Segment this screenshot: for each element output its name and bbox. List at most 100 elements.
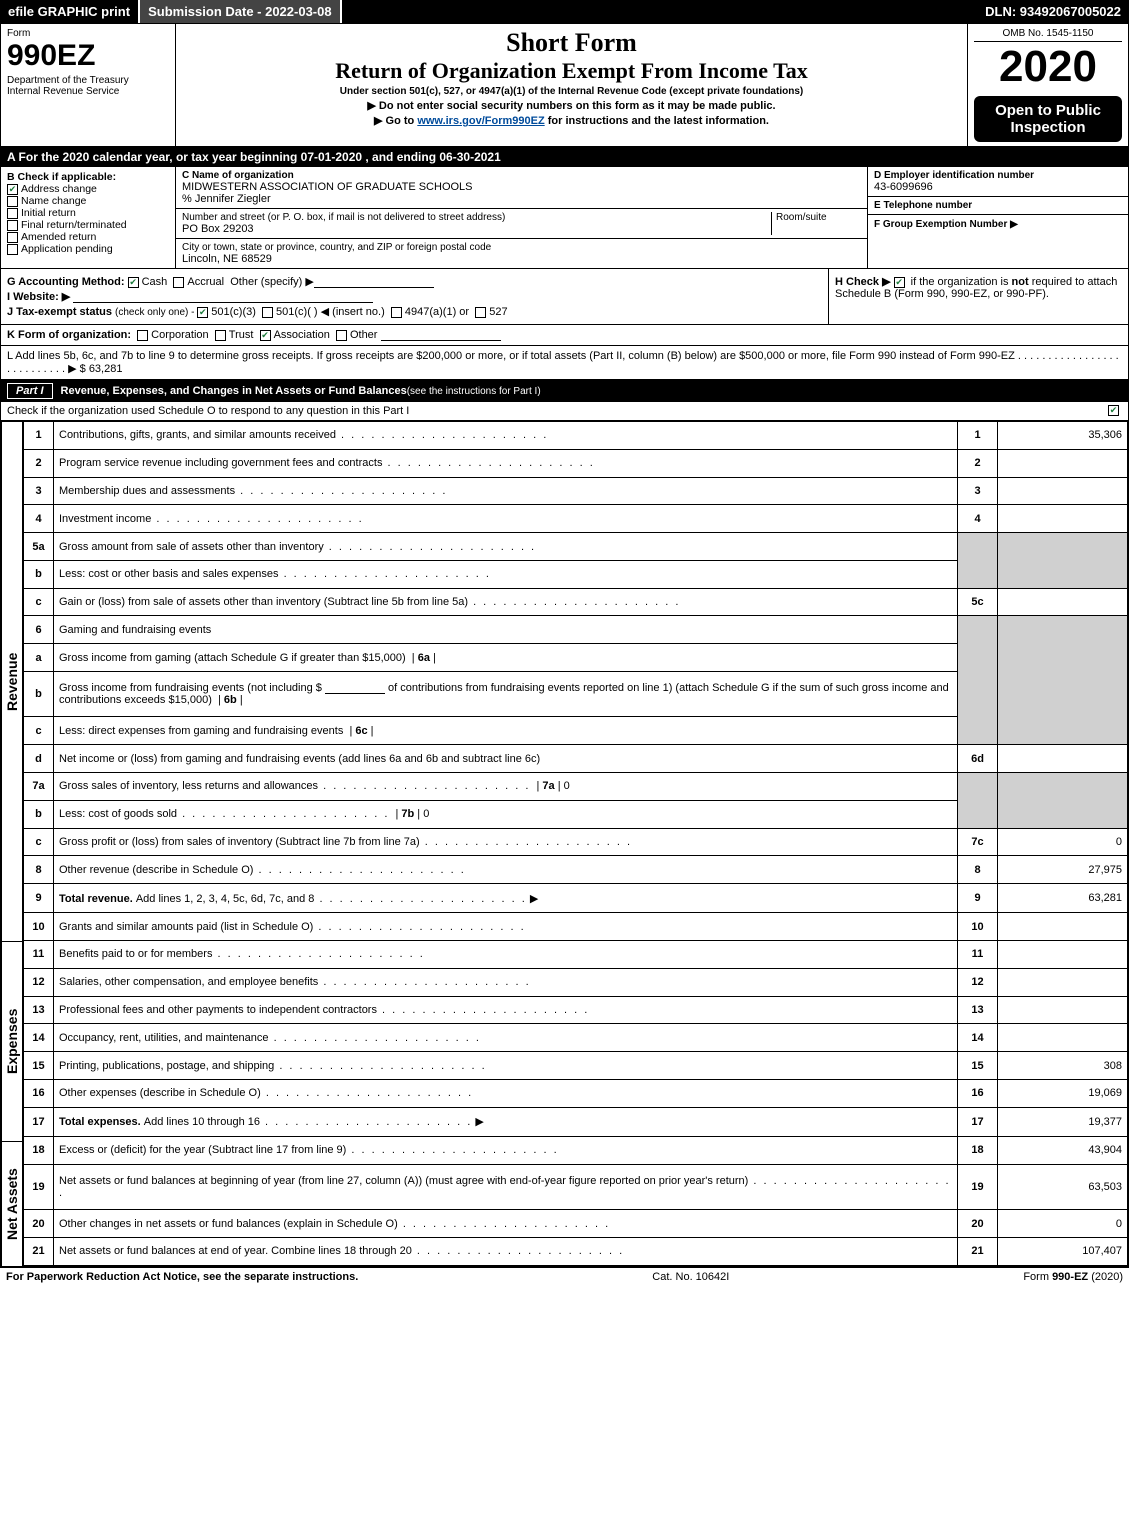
- table-row: 20Other changes in net assets or fund ba…: [24, 1210, 1128, 1238]
- topbar-spacer: [342, 0, 978, 23]
- l5a-desc: Gross amount from sale of assets other t…: [59, 541, 536, 553]
- k-assoc-label: Association: [274, 329, 330, 341]
- chk-amended[interactable]: Amended return: [7, 231, 169, 243]
- table-row: 3Membership dues and assessments3: [24, 477, 1128, 505]
- k-assoc-checkbox[interactable]: [260, 330, 271, 341]
- h-mid: if the organization is: [911, 276, 1012, 288]
- j-label: J Tax-exempt status: [7, 306, 115, 318]
- dln-label: DLN: 93492067005022: [977, 0, 1129, 23]
- l7b-inner-val: 0: [423, 808, 429, 820]
- l7b-inner-label: 7b: [401, 808, 414, 820]
- lines-table: 1Contributions, gifts, grants, and simil…: [23, 421, 1128, 1266]
- goto-line: ▶ Go to www.irs.gov/Form990EZ for instru…: [182, 114, 961, 127]
- page-footer: For Paperwork Reduction Act Notice, see …: [0, 1267, 1129, 1286]
- j-501c3-label: 501(c)(3): [211, 306, 256, 318]
- k-other-label: Other: [350, 329, 378, 341]
- form-word: Form: [7, 28, 169, 39]
- table-row: 11Benefits paid to or for members11: [24, 941, 1128, 969]
- header-right: OMB No. 1545-1150 2020 Open to Public In…: [968, 24, 1128, 146]
- e-cell: E Telephone number: [868, 197, 1128, 215]
- form-container: Form 990EZ Department of the Treasury In…: [0, 23, 1129, 1267]
- chk-address[interactable]: Address change: [7, 183, 169, 195]
- checkbox-icon[interactable]: [7, 220, 18, 231]
- chk-name-label: Name change: [21, 195, 86, 207]
- footer-form-num: 990-EZ: [1052, 1271, 1088, 1283]
- table-row: 14Occupancy, rent, utilities, and mainte…: [24, 1024, 1128, 1052]
- table-row: 19Net assets or fund balances at beginni…: [24, 1164, 1128, 1209]
- form-number: 990EZ: [7, 39, 169, 73]
- k-label: K Form of organization:: [7, 329, 131, 341]
- h-not: not: [1012, 276, 1029, 288]
- checkbox-icon[interactable]: [7, 232, 18, 243]
- part1-schedule-o-checkbox[interactable]: [1108, 405, 1119, 416]
- d-label: D Employer identification number: [874, 170, 1122, 181]
- ssn-warning: ▶ Do not enter social security numbers o…: [182, 99, 961, 112]
- j-527-label: 527: [489, 306, 507, 318]
- f-label: F Group Exemption Number ▶: [874, 219, 1018, 230]
- chk-initial-label: Initial return: [21, 207, 76, 219]
- city-cell: City or town, state or province, country…: [176, 239, 867, 268]
- chk-amended-label: Amended return: [21, 231, 96, 243]
- l7b-desc: Less: cost of goods sold: [59, 808, 389, 820]
- h-cell: H Check ▶ if the organization is not req…: [828, 269, 1128, 324]
- chk-pending[interactable]: Application pending: [7, 243, 169, 255]
- d-cell: D Employer identification number 43-6099…: [868, 167, 1128, 197]
- col-def: D Employer identification number 43-6099…: [868, 167, 1128, 268]
- checkbox-icon[interactable]: [7, 244, 18, 255]
- k-trust-label: Trust: [229, 329, 254, 341]
- col-c: C Name of organization MIDWESTERN ASSOCI…: [176, 167, 868, 268]
- checkbox-icon[interactable]: [7, 208, 18, 219]
- k-corp-checkbox[interactable]: [137, 330, 148, 341]
- chk-name[interactable]: Name change: [7, 195, 169, 207]
- h-checkbox[interactable]: [894, 277, 905, 288]
- footer-form-word: Form: [1023, 1271, 1052, 1283]
- part1-title-tail: (see the instructions for Part I): [407, 386, 541, 397]
- i-row: I Website: ▶: [7, 290, 822, 303]
- chk-initial[interactable]: Initial return: [7, 207, 169, 219]
- expenses-vlabel: Expenses: [1, 941, 23, 1141]
- table-row: cGain or (loss) from sale of assets othe…: [24, 588, 1128, 616]
- section-bcdef: B Check if applicable: Address change Na…: [1, 167, 1128, 269]
- k-other-line[interactable]: [381, 329, 501, 341]
- main-table-wrap: Revenue Expenses Net Assets 1Contributio…: [1, 421, 1128, 1266]
- j-501c-checkbox[interactable]: [262, 307, 273, 318]
- accrual-checkbox[interactable]: [173, 277, 184, 288]
- j-527-checkbox[interactable]: [475, 307, 486, 318]
- website-line[interactable]: [73, 291, 373, 303]
- chk-final[interactable]: Final return/terminated: [7, 219, 169, 231]
- i-label: I Website: ▶: [7, 291, 70, 303]
- cash-label: Cash: [142, 276, 168, 288]
- irs-link[interactable]: www.irs.gov/Form990EZ: [417, 115, 544, 127]
- checkbox-icon[interactable]: [7, 196, 18, 207]
- footer-right: Form 990-EZ (2020): [1023, 1271, 1123, 1283]
- j-sub: (check only one) -: [115, 307, 197, 318]
- part1-title: Revenue, Expenses, and Changes in Net As…: [61, 385, 407, 397]
- k-trust-checkbox[interactable]: [215, 330, 226, 341]
- l6b-inner-label: 6b: [224, 694, 237, 706]
- cash-checkbox[interactable]: [128, 277, 139, 288]
- g-cell: G Accounting Method: Cash Accrual Other …: [1, 269, 828, 324]
- j-4947-checkbox[interactable]: [391, 307, 402, 318]
- l7a-inner-val: 0: [564, 780, 570, 792]
- j-4947-label: 4947(a)(1) or: [405, 306, 469, 318]
- table-row: 15Printing, publications, postage, and s…: [24, 1052, 1128, 1080]
- table-row: 4Investment income4: [24, 505, 1128, 533]
- efile-label: efile GRAPHIC print: [0, 0, 140, 23]
- table-row: 12Salaries, other compensation, and empl…: [24, 968, 1128, 996]
- org-name: MIDWESTERN ASSOCIATION OF GRADUATE SCHOO…: [182, 181, 861, 193]
- table-row: 6Gaming and fundraising events: [24, 616, 1128, 644]
- l6c-inner-label: 6c: [355, 725, 367, 737]
- submission-date-button[interactable]: Submission Date - 2022-03-08: [140, 0, 342, 23]
- k-corp-label: Corporation: [151, 329, 208, 341]
- k-other-checkbox[interactable]: [336, 330, 347, 341]
- l6a-desc: Gross income from gaming (attach Schedul…: [59, 652, 406, 664]
- netassets-vlabel: Net Assets: [1, 1141, 23, 1266]
- l6c-desc: Less: direct expenses from gaming and fu…: [59, 725, 343, 737]
- l6b-blank[interactable]: [325, 682, 385, 694]
- checkbox-icon[interactable]: [7, 184, 18, 195]
- other-specify-line[interactable]: [314, 276, 434, 288]
- l7a-inner-label: 7a: [542, 780, 554, 792]
- table-row: 7a Gross sales of inventory, less return…: [24, 772, 1128, 800]
- j-501c3-checkbox[interactable]: [197, 307, 208, 318]
- chk-final-label: Final return/terminated: [21, 219, 127, 231]
